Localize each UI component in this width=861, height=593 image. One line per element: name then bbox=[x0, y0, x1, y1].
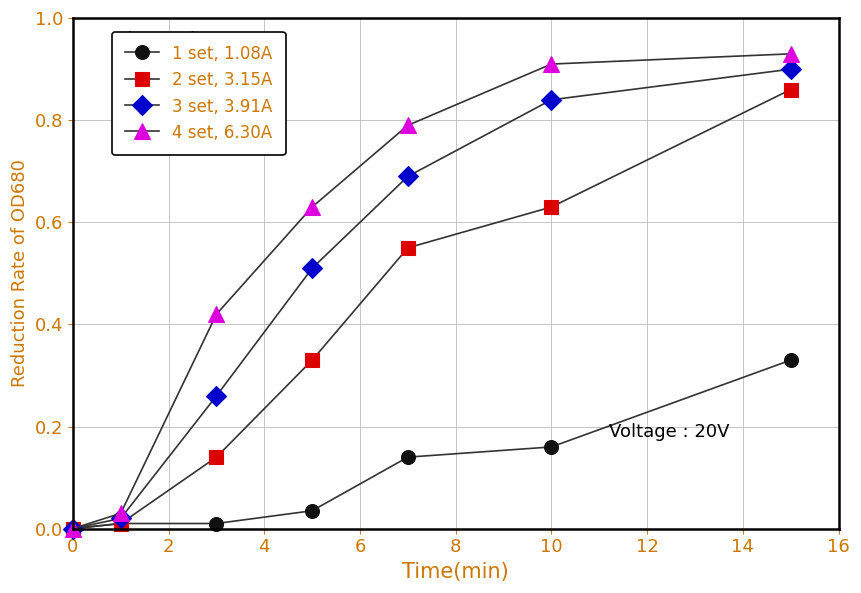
4 set, 6.30A bbox=[403, 122, 413, 129]
Legend: 1 set, 1.08A, 2 set, 3.15A, 3 set, 3.91A, 4 set, 6.30A: 1 set, 1.08A, 2 set, 3.15A, 3 set, 3.91A… bbox=[112, 31, 286, 155]
3 set, 3.91A bbox=[546, 96, 556, 103]
4 set, 6.30A bbox=[211, 311, 221, 318]
X-axis label: Time(min): Time(min) bbox=[402, 562, 509, 582]
Line: 2 set, 3.15A: 2 set, 3.15A bbox=[66, 82, 797, 535]
2 set, 3.15A bbox=[68, 525, 78, 532]
4 set, 6.30A bbox=[546, 60, 556, 68]
1 set, 1.08A bbox=[211, 520, 221, 527]
2 set, 3.15A bbox=[785, 86, 796, 93]
Text: Voltage : 20V: Voltage : 20V bbox=[609, 423, 729, 441]
Line: 3 set, 3.91A: 3 set, 3.91A bbox=[66, 62, 797, 535]
2 set, 3.15A bbox=[546, 203, 556, 211]
1 set, 1.08A bbox=[785, 356, 796, 364]
3 set, 3.91A bbox=[785, 66, 796, 73]
1 set, 1.08A bbox=[546, 444, 556, 451]
2 set, 3.15A bbox=[211, 454, 221, 461]
3 set, 3.91A bbox=[115, 515, 126, 522]
4 set, 6.30A bbox=[307, 203, 318, 211]
Y-axis label: Reduction Rate of OD680: Reduction Rate of OD680 bbox=[11, 160, 29, 387]
4 set, 6.30A bbox=[785, 50, 796, 58]
3 set, 3.91A bbox=[211, 393, 221, 400]
2 set, 3.15A bbox=[115, 520, 126, 527]
Text: Electrode: Electrode bbox=[115, 31, 207, 50]
Line: 1 set, 1.08A: 1 set, 1.08A bbox=[66, 353, 797, 535]
3 set, 3.91A bbox=[307, 264, 318, 272]
2 set, 3.15A bbox=[307, 356, 318, 364]
Line: 4 set, 6.30A: 4 set, 6.30A bbox=[65, 46, 798, 536]
1 set, 1.08A bbox=[68, 525, 78, 532]
1 set, 1.08A bbox=[115, 520, 126, 527]
4 set, 6.30A bbox=[68, 525, 78, 532]
1 set, 1.08A bbox=[307, 507, 318, 514]
3 set, 3.91A bbox=[403, 173, 413, 180]
1 set, 1.08A bbox=[403, 454, 413, 461]
4 set, 6.30A bbox=[115, 510, 126, 517]
2 set, 3.15A bbox=[403, 244, 413, 251]
3 set, 3.91A bbox=[68, 525, 78, 532]
